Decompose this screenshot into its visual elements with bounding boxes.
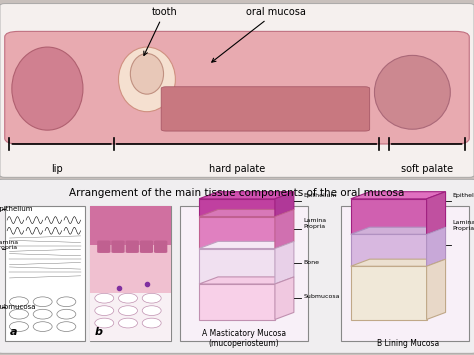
Ellipse shape xyxy=(142,293,161,303)
Text: Epithelium: Epithelium xyxy=(0,207,33,212)
Polygon shape xyxy=(199,217,275,248)
Polygon shape xyxy=(351,192,446,199)
Polygon shape xyxy=(427,227,446,266)
FancyBboxPatch shape xyxy=(90,206,171,245)
Ellipse shape xyxy=(95,293,114,303)
Ellipse shape xyxy=(9,322,28,332)
Polygon shape xyxy=(275,241,294,284)
FancyBboxPatch shape xyxy=(180,206,308,341)
Ellipse shape xyxy=(57,309,76,319)
Ellipse shape xyxy=(57,297,76,307)
Text: Arrangement of the main tissue components of the oral mucosa: Arrangement of the main tissue component… xyxy=(69,188,405,198)
Polygon shape xyxy=(199,209,294,217)
Text: soft palate: soft palate xyxy=(401,164,453,174)
Text: Epithelium: Epithelium xyxy=(453,193,474,198)
Ellipse shape xyxy=(142,306,161,316)
Ellipse shape xyxy=(118,318,137,328)
Ellipse shape xyxy=(33,297,52,307)
Polygon shape xyxy=(275,277,294,320)
FancyBboxPatch shape xyxy=(5,206,85,341)
Text: Bone: Bone xyxy=(303,260,319,265)
Ellipse shape xyxy=(130,54,164,94)
Polygon shape xyxy=(351,234,427,266)
FancyBboxPatch shape xyxy=(90,245,171,293)
Ellipse shape xyxy=(374,55,450,129)
FancyBboxPatch shape xyxy=(341,206,469,341)
Ellipse shape xyxy=(12,47,83,130)
Ellipse shape xyxy=(118,47,175,112)
Text: Lamina
Propria: Lamina Propria xyxy=(0,240,18,250)
Text: tooth: tooth xyxy=(144,7,177,55)
FancyBboxPatch shape xyxy=(161,87,370,131)
Polygon shape xyxy=(351,199,427,234)
Polygon shape xyxy=(427,192,446,234)
Text: lip: lip xyxy=(51,164,63,174)
FancyBboxPatch shape xyxy=(140,241,153,253)
Text: hard palate: hard palate xyxy=(209,164,265,174)
Polygon shape xyxy=(199,248,275,284)
Polygon shape xyxy=(275,192,294,217)
Ellipse shape xyxy=(118,306,137,316)
Text: a: a xyxy=(9,327,17,337)
FancyBboxPatch shape xyxy=(0,4,474,177)
Polygon shape xyxy=(351,259,446,266)
Text: A Masticatory Mucosa
(mucoperiosteum): A Masticatory Mucosa (mucoperiosteum) xyxy=(202,328,286,348)
Text: oral mucosa: oral mucosa xyxy=(212,7,306,62)
Ellipse shape xyxy=(95,306,114,316)
Ellipse shape xyxy=(57,322,76,332)
Ellipse shape xyxy=(9,297,28,307)
Polygon shape xyxy=(275,209,294,248)
FancyBboxPatch shape xyxy=(0,179,474,353)
Text: Submucosa: Submucosa xyxy=(0,304,36,310)
Ellipse shape xyxy=(118,293,137,303)
Polygon shape xyxy=(199,192,294,199)
Polygon shape xyxy=(427,259,446,320)
Text: Submucosa: Submucosa xyxy=(303,294,340,299)
Text: Lamina
Propria: Lamina Propria xyxy=(303,218,327,229)
Polygon shape xyxy=(351,227,446,234)
Ellipse shape xyxy=(33,309,52,319)
FancyBboxPatch shape xyxy=(90,206,171,341)
Polygon shape xyxy=(199,241,294,248)
Polygon shape xyxy=(351,266,427,320)
Text: B Lining Mucosa: B Lining Mucosa xyxy=(376,339,439,348)
FancyBboxPatch shape xyxy=(5,31,469,144)
Ellipse shape xyxy=(33,322,52,332)
Ellipse shape xyxy=(9,309,28,319)
Polygon shape xyxy=(199,199,275,217)
FancyBboxPatch shape xyxy=(90,293,171,341)
FancyBboxPatch shape xyxy=(126,241,139,253)
FancyBboxPatch shape xyxy=(111,241,125,253)
Polygon shape xyxy=(199,284,275,320)
Polygon shape xyxy=(199,277,294,284)
Ellipse shape xyxy=(142,318,161,328)
Text: Lamina
Propria: Lamina Propria xyxy=(453,220,474,231)
Text: b: b xyxy=(95,327,103,337)
Ellipse shape xyxy=(95,318,114,328)
FancyBboxPatch shape xyxy=(154,241,167,253)
FancyBboxPatch shape xyxy=(97,241,110,253)
Text: Epithelium: Epithelium xyxy=(303,193,337,198)
